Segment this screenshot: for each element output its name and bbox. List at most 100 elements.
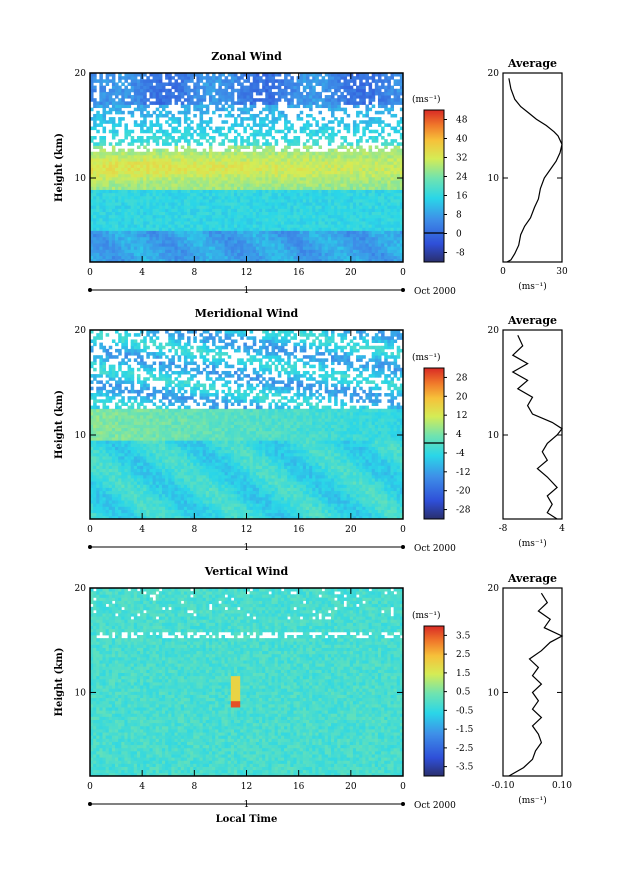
- heatmap-cell: [187, 227, 191, 231]
- heatmap-cell: [111, 120, 116, 124]
- heatmap-cell: [243, 214, 247, 219]
- heatmap-cell: [331, 214, 335, 219]
- heatmap-cell: [158, 161, 163, 165]
- heatmap-cell: [161, 104, 166, 109]
- heatmap-cell: [255, 79, 260, 83]
- heatmap-cell: [365, 243, 369, 247]
- heatmap-cell: [102, 199, 107, 203]
- heatmap-cell: [296, 164, 301, 168]
- heatmap-cell: [352, 252, 357, 257]
- heatmap-cell: [280, 79, 285, 83]
- heatmap-cell: [158, 148, 163, 153]
- heatmap-cell: [208, 243, 213, 247]
- heatmap-cell: [277, 230, 282, 235]
- heatmap-cell: [255, 154, 260, 159]
- heatmap-cell: [321, 246, 326, 250]
- heatmap-cell: [377, 164, 382, 168]
- heatmap-cell: [399, 233, 404, 238]
- heatmap-cell: [90, 205, 94, 209]
- heatmap-cell: [315, 208, 319, 212]
- heatmap-cell: [340, 233, 344, 238]
- heatmap-cell: [215, 173, 219, 178]
- heatmap-cell: [105, 173, 110, 178]
- heatmap-cell: [334, 255, 338, 260]
- heatmap-cell: [140, 154, 144, 159]
- heatmap-cell: [340, 82, 344, 86]
- heatmap-cell: [265, 73, 269, 77]
- heatmap-cell: [152, 136, 157, 140]
- heatmap-cell: [352, 101, 357, 105]
- heatmap-cell: [377, 95, 382, 99]
- heatmap-cell: [149, 217, 153, 222]
- heatmap-cell: [340, 199, 344, 203]
- heatmap-cell: [171, 183, 175, 187]
- heatmap-cell: [215, 217, 219, 222]
- heatmap-cell: [287, 258, 291, 263]
- heatmap-cell: [180, 202, 185, 206]
- heatmap-cell: [158, 246, 163, 250]
- heatmap-cell: [359, 82, 363, 86]
- heatmap-cell: [259, 176, 263, 181]
- heatmap-cell: [96, 227, 100, 231]
- heatmap-cell: [262, 136, 266, 140]
- heatmap-cell: [327, 227, 332, 231]
- heatmap-cell: [284, 173, 288, 178]
- heatmap-cell: [208, 214, 213, 219]
- heatmap-cell: [183, 170, 188, 175]
- heatmap-cell: [136, 202, 141, 206]
- heatmap-cell: [327, 73, 332, 77]
- heatmap-cell: [121, 236, 125, 241]
- heatmap-cell: [387, 255, 391, 260]
- heatmap-cell: [381, 180, 385, 184]
- heatmap-cell: [227, 217, 232, 222]
- heatmap-cell: [196, 126, 200, 131]
- heatmap-cell: [387, 101, 391, 105]
- heatmap-cell: [143, 91, 147, 96]
- heatmap-cell: [334, 117, 338, 121]
- heatmap-cell: [155, 154, 160, 159]
- heatmap-cell: [327, 249, 332, 253]
- heatmap-cell: [331, 239, 335, 244]
- heatmap-cell: [293, 239, 297, 244]
- heatmap-cell: [259, 233, 263, 238]
- heatmap-cell: [190, 214, 194, 219]
- heatmap-cell: [315, 73, 319, 77]
- heatmap-cell: [152, 148, 157, 153]
- heatmap-cell: [227, 202, 232, 206]
- heatmap-cell: [149, 136, 153, 140]
- heatmap-cell: [158, 101, 163, 105]
- heatmap-cell: [246, 214, 251, 219]
- heatmap-cell: [105, 180, 110, 184]
- heatmap-cell: [130, 170, 135, 175]
- heatmap-cell: [356, 199, 360, 203]
- heatmap-cell: [387, 88, 391, 93]
- heatmap-cell: [368, 167, 373, 172]
- heatmap-cell: [133, 107, 138, 112]
- heatmap-cell: [196, 161, 200, 165]
- heatmap-cell: [390, 113, 395, 118]
- heatmap-cell: [212, 255, 216, 260]
- heatmap-cell: [168, 186, 172, 190]
- heatmap-cell: [259, 227, 263, 231]
- heatmap-cell: [293, 243, 297, 247]
- heatmap-cell: [102, 139, 107, 143]
- heatmap-cell: [180, 158, 185, 162]
- heatmap-cell: [152, 227, 157, 231]
- heatmap-cell: [221, 199, 225, 203]
- heatmap-cell: [140, 217, 144, 222]
- heatmap-cell: [146, 158, 150, 162]
- heatmap-cell: [274, 117, 279, 121]
- heatmap-cell: [165, 91, 169, 96]
- heatmap-cell: [293, 176, 297, 181]
- heatmap-cell: [362, 85, 366, 90]
- heatmap-cell: [396, 189, 401, 194]
- heatmap-cell: [371, 76, 376, 80]
- heatmap-cell: [337, 129, 341, 134]
- heatmap-cell: [218, 164, 222, 168]
- heatmap-cell: [240, 195, 244, 200]
- heatmap-cell: [143, 145, 147, 149]
- heatmap-cell: [274, 202, 279, 206]
- heatmap-cell: [271, 214, 276, 219]
- heatmap-cell: [183, 189, 188, 194]
- heatmap-cell: [340, 136, 344, 140]
